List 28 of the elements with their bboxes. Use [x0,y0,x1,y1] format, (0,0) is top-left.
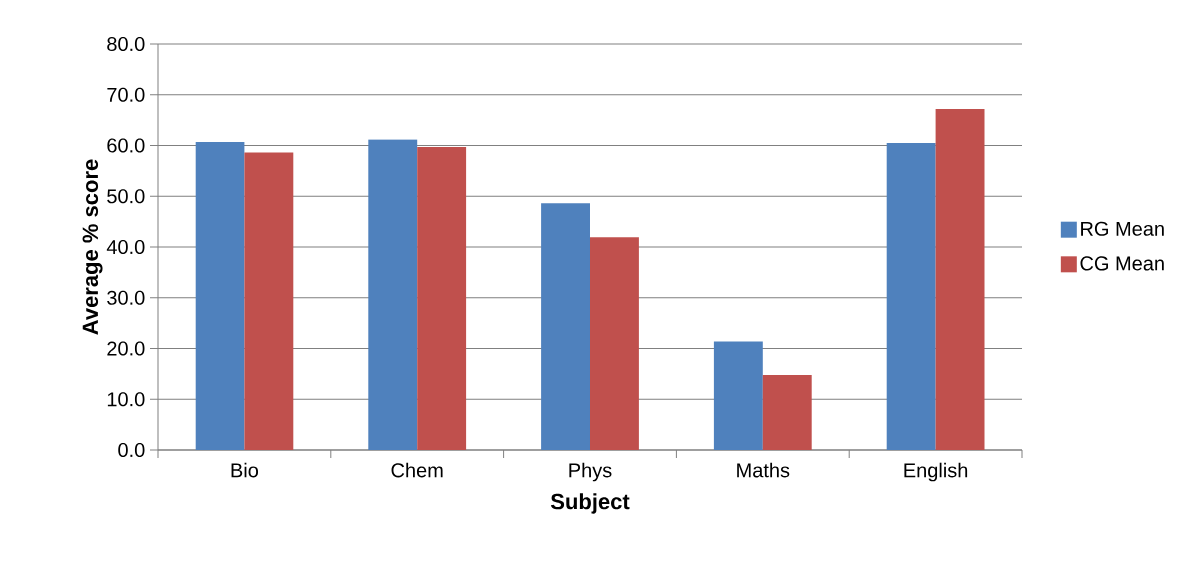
legend-label: RG Mean [1081,221,1164,236]
y-axis-title: Average % score [82,159,103,335]
bar [713,341,763,450]
bar [244,152,294,450]
y-tick-label: 30.0 [107,290,145,305]
bar [195,141,245,450]
bar [541,203,590,450]
y-tick-label: 70.0 [107,87,145,102]
bar [590,237,639,450]
y-tick-label: 0.0 [118,442,145,458]
x-tick-label: Bio [231,462,259,478]
bar [368,139,418,450]
bar [935,108,985,450]
x-axis-title: Subject [550,493,630,514]
bar [762,374,812,450]
y-tick-label: 80.0 [107,36,145,52]
y-tick-label: 40.0 [106,239,145,255]
x-tick-label: Chem [391,462,443,478]
x-tick-label: Maths [737,462,790,478]
x-tick-label: English [904,462,968,482]
y-tick-label: 60.0 [107,138,145,153]
y-tick-label: 20.0 [107,341,145,356]
bar [417,147,467,450]
x-tick-label: Phys [569,462,612,482]
bar [886,142,936,450]
legend-label: CG Mean [1080,256,1164,271]
y-tick-label: 10.0 [107,392,145,407]
y-tick-label: 50.0 [107,189,145,204]
